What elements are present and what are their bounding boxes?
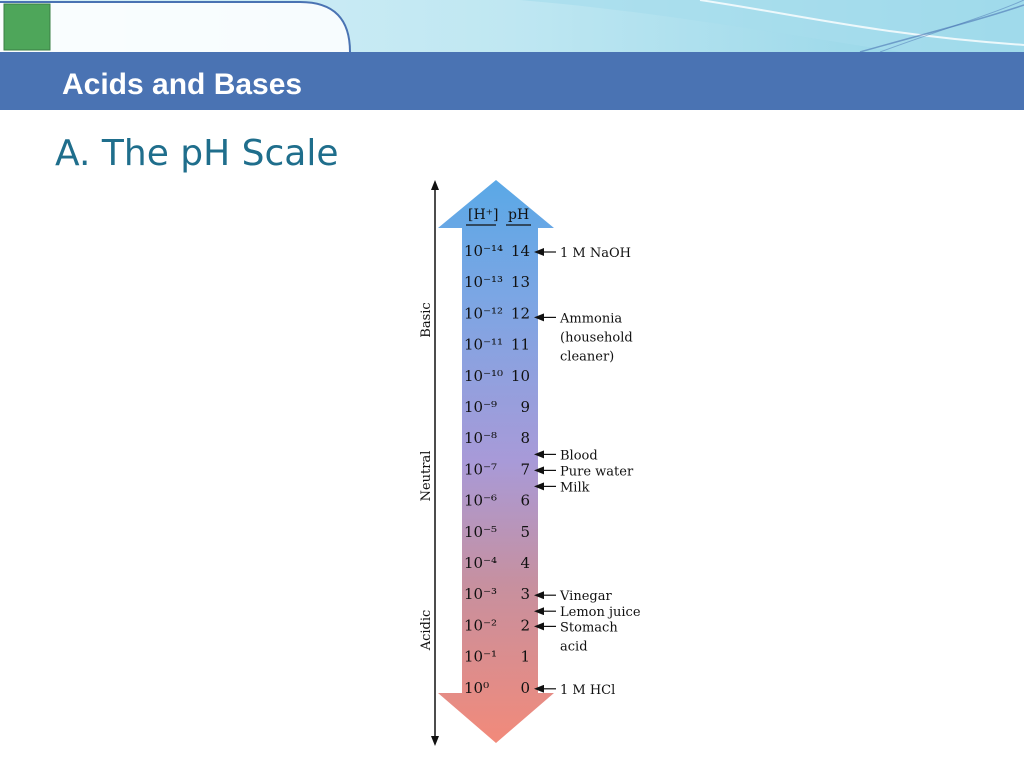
column-header-ph: pH [508, 207, 529, 223]
annotation-label: (household [560, 330, 633, 345]
h-concentration-label: 10⁻¹⁰ [464, 367, 503, 385]
h-concentration-label: 10⁻³ [464, 585, 497, 603]
h-concentration-label: 10⁻¹ [464, 648, 497, 666]
ph-value-label: 1 [520, 648, 530, 666]
h-concentration-label: 10⁻⁸ [464, 429, 497, 447]
axis-arrow-down-icon [431, 736, 439, 746]
header-title: Acids and Bases [62, 68, 303, 101]
annotation-label: Pure water [560, 464, 634, 479]
ph-value-label: 0 [520, 679, 530, 697]
ph-value-label: 11 [511, 336, 530, 354]
annotation-label: Milk [560, 480, 590, 495]
ph-value-label: 8 [520, 429, 530, 447]
ph-value-label: 10 [511, 367, 530, 385]
annotation-label: Stomach [560, 620, 618, 635]
h-concentration-label: 10⁻⁷ [464, 460, 497, 478]
annotation-label: acid [560, 639, 588, 654]
slide-title: A. The pH Scale [55, 133, 339, 174]
ph-value-label: 7 [520, 460, 530, 478]
h-concentration-label: 10⁰ [464, 679, 489, 697]
h-concentration-label: 10⁻⁵ [464, 523, 497, 541]
h-concentration-label: 10⁻² [464, 616, 497, 634]
annotation-label: 1 M NaOH [560, 246, 631, 261]
ph-value-label: 4 [520, 554, 530, 572]
h-concentration-label: 10⁻⁴ [464, 554, 497, 572]
column-header-h: [H⁺] [468, 207, 499, 223]
header-decoration [0, 0, 1024, 55]
axis-arrow-up-icon [431, 180, 439, 190]
annotation-label: cleaner) [560, 349, 614, 364]
h-concentration-label: 10⁻¹² [464, 304, 503, 322]
annotation-label: Lemon juice [560, 605, 641, 620]
h-concentration-label: 10⁻¹³ [464, 273, 503, 291]
h-concentration-label: 10⁻¹⁴ [464, 242, 503, 260]
side-label-basic: Basic [419, 302, 434, 337]
ph-value-label: 6 [520, 492, 530, 510]
ph-value-label: 3 [520, 585, 530, 603]
annotation-label: Ammonia [559, 311, 622, 326]
side-label-neutral: Neutral [419, 451, 434, 502]
ph-value-label: 14 [511, 242, 530, 260]
ph-gradient-arrow [438, 180, 554, 743]
annotation-label: 1 M HCl [560, 683, 615, 698]
header-bar [0, 52, 1024, 110]
ph-scale-diagram: Basic Neutral Acidic [H⁺] pH 10⁻¹⁴ 1410⁻¹… [419, 180, 641, 746]
side-label-acidic: Acidic [419, 610, 434, 652]
h-concentration-label: 10⁻⁹ [464, 398, 497, 416]
ph-value-label: 9 [520, 398, 530, 416]
h-concentration-label: 10⁻¹¹ [464, 336, 503, 354]
ph-value-label: 5 [520, 523, 530, 541]
ph-value-label: 2 [520, 616, 530, 634]
annotation-label: Vinegar [559, 589, 612, 604]
ph-value-label: 13 [511, 273, 530, 291]
h-concentration-label: 10⁻⁶ [464, 492, 497, 510]
annotation-label: Blood [560, 448, 598, 463]
ph-value-label: 12 [511, 304, 530, 322]
